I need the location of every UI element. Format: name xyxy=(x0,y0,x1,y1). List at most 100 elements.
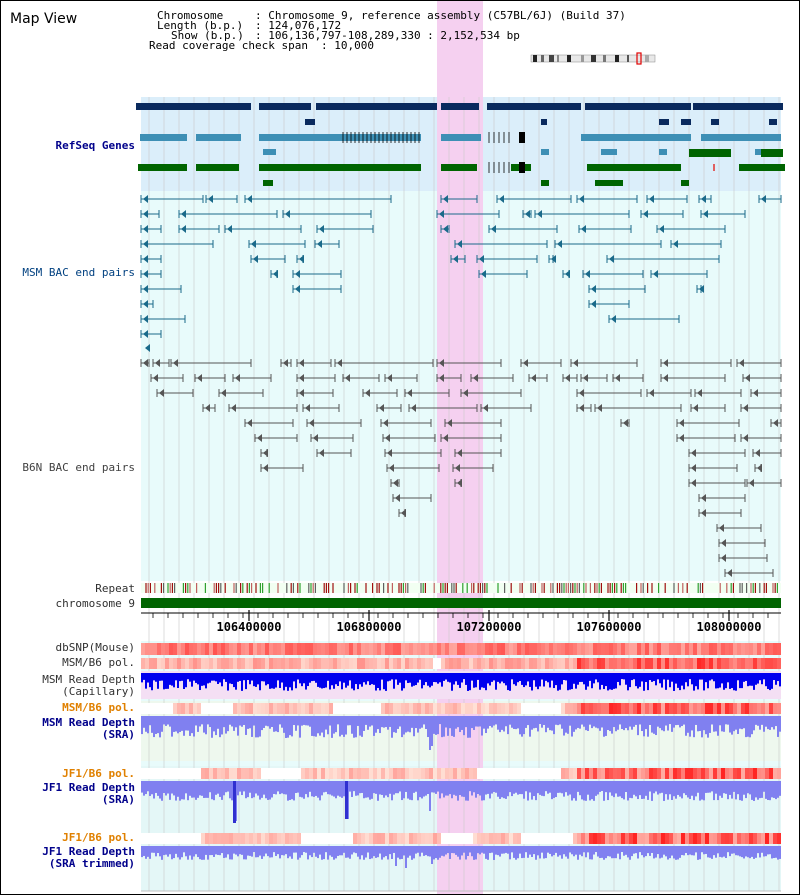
msm-sra-depth-bar xyxy=(751,716,753,735)
msm-cap-depth-bar xyxy=(175,673,177,681)
msm-sra-depth-bar xyxy=(373,716,375,736)
jf1-sra-depth-bar xyxy=(601,781,603,792)
msm-cap-depth-bar xyxy=(697,673,699,690)
msm-cap-depth-bar xyxy=(763,673,765,680)
jf1-sra-depth-bar xyxy=(597,781,599,795)
jf1-sra-depth-bar xyxy=(547,781,549,794)
msm-b6-pol2-heat-cell xyxy=(381,703,385,714)
msm-sra-depth-bar xyxy=(163,716,165,725)
jf1-sra-depth-bar xyxy=(765,781,767,799)
jf1-b6-pol-heat-cell xyxy=(261,768,265,779)
track-label-msm-depth-sra[interactable]: MSM Read Depth (SRA) xyxy=(42,716,135,741)
repeat-mark xyxy=(297,583,299,593)
jf1-b6-pol2-heat-cell xyxy=(177,833,181,844)
ideogram-position-marker xyxy=(636,52,642,65)
msm-sra-depth-bar xyxy=(585,716,587,731)
track-label-jf1-depth-trimmed[interactable]: JF1 Read Depth (SRA trimmed) xyxy=(42,845,135,870)
jf1-sra-depth-bar xyxy=(455,781,457,796)
msm-b6-pol2-heat-cell xyxy=(645,703,649,714)
track-label-msm-bac[interactable]: MSM BAC end pairs xyxy=(22,266,135,279)
track-label-repeat[interactable]: Repeat xyxy=(95,582,135,595)
jf1-sra-depth-bar xyxy=(389,781,391,794)
jf1-b6-pol2-heat-cell xyxy=(717,833,721,844)
jf1-b6-pol2-heat-cell xyxy=(465,833,469,844)
repeat-mark xyxy=(187,583,189,593)
msm-b6-pol2-heat-cell xyxy=(477,703,481,714)
gene-block xyxy=(140,134,187,141)
msm-b6-pol2-heat-cell xyxy=(545,703,549,714)
jf1-sra-depth-bar xyxy=(575,781,577,801)
jf1-trim-depth-bar xyxy=(535,846,537,860)
b6n-bac-pair-arrow xyxy=(663,359,668,367)
jf1-sra-depth-bar xyxy=(285,781,287,795)
track-label-msm-b6-pol-2[interactable]: MSM/B6 pol. xyxy=(62,701,135,714)
msm-b6-pol2-heat-cell xyxy=(585,703,589,714)
msm-cap-depth-bar xyxy=(435,673,437,683)
dbsnp-heat-cell xyxy=(321,643,325,655)
jf1-b6-pol2-heat-cell xyxy=(517,833,521,844)
jf1-trim-depth-bar xyxy=(567,846,569,859)
msm-sra-depth-bar xyxy=(573,716,575,732)
jf1-sra-depth-bar xyxy=(397,781,399,794)
jf1-b6-pol-heat-cell xyxy=(717,768,721,779)
jf1-sra-depth-bar xyxy=(719,781,721,796)
track-label-jf1-b6-pol-2[interactable]: JF1/B6 pol. xyxy=(62,831,135,844)
jf1-sra-depth-bar xyxy=(199,781,201,796)
repeat-mark xyxy=(686,583,688,593)
track-label-b6n-bac[interactable]: B6N BAC end pairs xyxy=(22,461,135,474)
jf1-b6-pol2-heat-cell xyxy=(757,833,761,844)
jf1-sra-depth-bar xyxy=(237,781,239,796)
msm-b6-pol2-heat-cell xyxy=(737,703,741,714)
jf1-trim-depth-bar xyxy=(681,846,683,856)
jf1-sra-depth-bar xyxy=(403,781,405,799)
msm-cap-depth-bar xyxy=(197,673,199,685)
msm-cap-depth-bar xyxy=(541,673,543,680)
track-label-msm-depth-capillary[interactable]: MSM Read Depth (Capillary) xyxy=(42,673,135,698)
jf1-sra-depth-bar xyxy=(205,781,207,798)
msm-cap-depth-bar xyxy=(215,673,217,682)
msm-b6-pol-heat-cell xyxy=(737,658,741,669)
repeat-mark xyxy=(750,583,752,593)
msm-b6-pol2-heat-cell xyxy=(661,703,665,714)
jf1-trim-depth-bar xyxy=(671,846,673,856)
track-label-refseq[interactable]: RefSeq Genes xyxy=(55,139,135,152)
jf1-b6-pol2-heat-cell xyxy=(277,833,281,844)
jf1-trim-depth-bar xyxy=(659,846,661,859)
msm-cap-depth-bar xyxy=(589,673,591,681)
jf1-sra-depth-bar xyxy=(531,781,533,800)
jf1-trim-depth-bar xyxy=(257,846,259,858)
jf1-trim-depth-bar xyxy=(625,846,627,855)
track-label-msm-b6-pol[interactable]: MSM/B6 pol. xyxy=(62,656,135,669)
jf1-sra-depth-bar xyxy=(373,781,375,794)
jf1-trim-depth-bar xyxy=(233,846,235,854)
jf1-trim-depth-bar xyxy=(279,846,281,859)
track-label-jf1-depth-sra[interactable]: JF1 Read Depth (SRA) xyxy=(42,781,135,806)
msm-sra-depth-bar xyxy=(675,716,677,726)
track-label-jf1-b6-pol[interactable]: JF1/B6 pol. xyxy=(62,767,135,780)
jf1-b6-pol2-heat-cell xyxy=(377,833,381,844)
track-label-chromosome[interactable]: chromosome 9 xyxy=(55,597,135,610)
jf1-trim-depth-bar xyxy=(171,846,173,860)
msm-b6-pol-heat-cell xyxy=(457,658,461,669)
jf1-sra-depth-bar xyxy=(471,781,473,796)
msm-cap-depth-bar xyxy=(383,673,385,690)
msm-cap-depth-bar xyxy=(361,673,363,687)
msm-b6-pol2-heat-cell xyxy=(233,703,237,714)
dbsnp-heat-cell xyxy=(641,643,645,655)
msm-sra-depth-bar xyxy=(619,716,621,725)
b6n-bac-pair-arrow xyxy=(337,359,342,367)
jf1-trim-depth-bar xyxy=(531,846,533,857)
dbsnp-heat-cell xyxy=(289,643,293,655)
jf1-trim-depth-bar xyxy=(199,846,201,860)
track-label-dbsnp[interactable]: dbSNP(Mouse) xyxy=(55,641,135,654)
msm-b6-pol-heat-cell xyxy=(237,658,241,669)
jf1-trim-depth-bar xyxy=(495,846,497,855)
msm-cap-depth-bar xyxy=(371,673,373,685)
msm-cap-depth-bar xyxy=(489,673,491,686)
b6n-bac-pair-arrow xyxy=(721,539,726,547)
msm-b6-pol-heat-cell xyxy=(713,658,717,669)
msm-sra-depth-bar xyxy=(441,716,443,738)
repeat-mark xyxy=(471,583,473,593)
msm-sra-depth-bar xyxy=(387,716,389,730)
